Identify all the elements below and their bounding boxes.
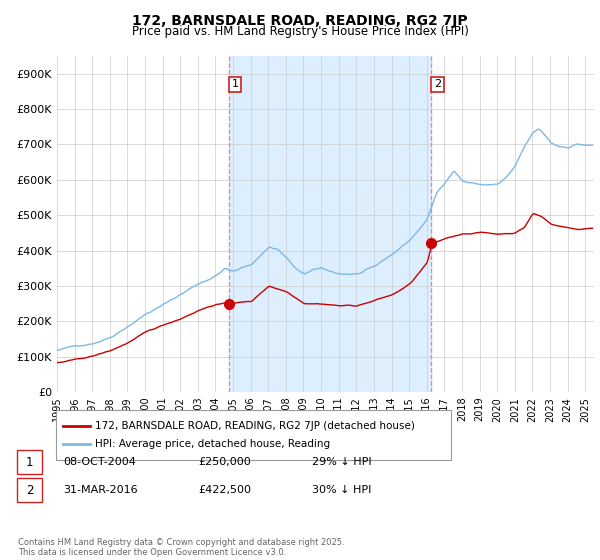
Text: 29% ↓ HPI: 29% ↓ HPI — [312, 457, 371, 467]
Text: 172, BARNSDALE ROAD, READING, RG2 7JP: 172, BARNSDALE ROAD, READING, RG2 7JP — [132, 14, 468, 28]
Text: £250,000: £250,000 — [198, 457, 251, 467]
Text: HPI: Average price, detached house, Reading: HPI: Average price, detached house, Read… — [95, 439, 330, 449]
Text: 31-MAR-2016: 31-MAR-2016 — [63, 485, 137, 495]
Bar — [229, 56, 431, 392]
Text: 1: 1 — [232, 80, 239, 89]
Text: 1: 1 — [26, 455, 33, 469]
Text: £422,500: £422,500 — [198, 485, 251, 495]
Text: 08-OCT-2004: 08-OCT-2004 — [63, 457, 136, 467]
Text: Price paid vs. HM Land Registry's House Price Index (HPI): Price paid vs. HM Land Registry's House … — [131, 25, 469, 38]
Text: Contains HM Land Registry data © Crown copyright and database right 2025.
This d: Contains HM Land Registry data © Crown c… — [18, 538, 344, 557]
Text: 2: 2 — [26, 483, 33, 497]
Text: 172, BARNSDALE ROAD, READING, RG2 7JP (detached house): 172, BARNSDALE ROAD, READING, RG2 7JP (d… — [95, 421, 415, 431]
Text: 30% ↓ HPI: 30% ↓ HPI — [312, 485, 371, 495]
Text: 2: 2 — [434, 80, 441, 89]
